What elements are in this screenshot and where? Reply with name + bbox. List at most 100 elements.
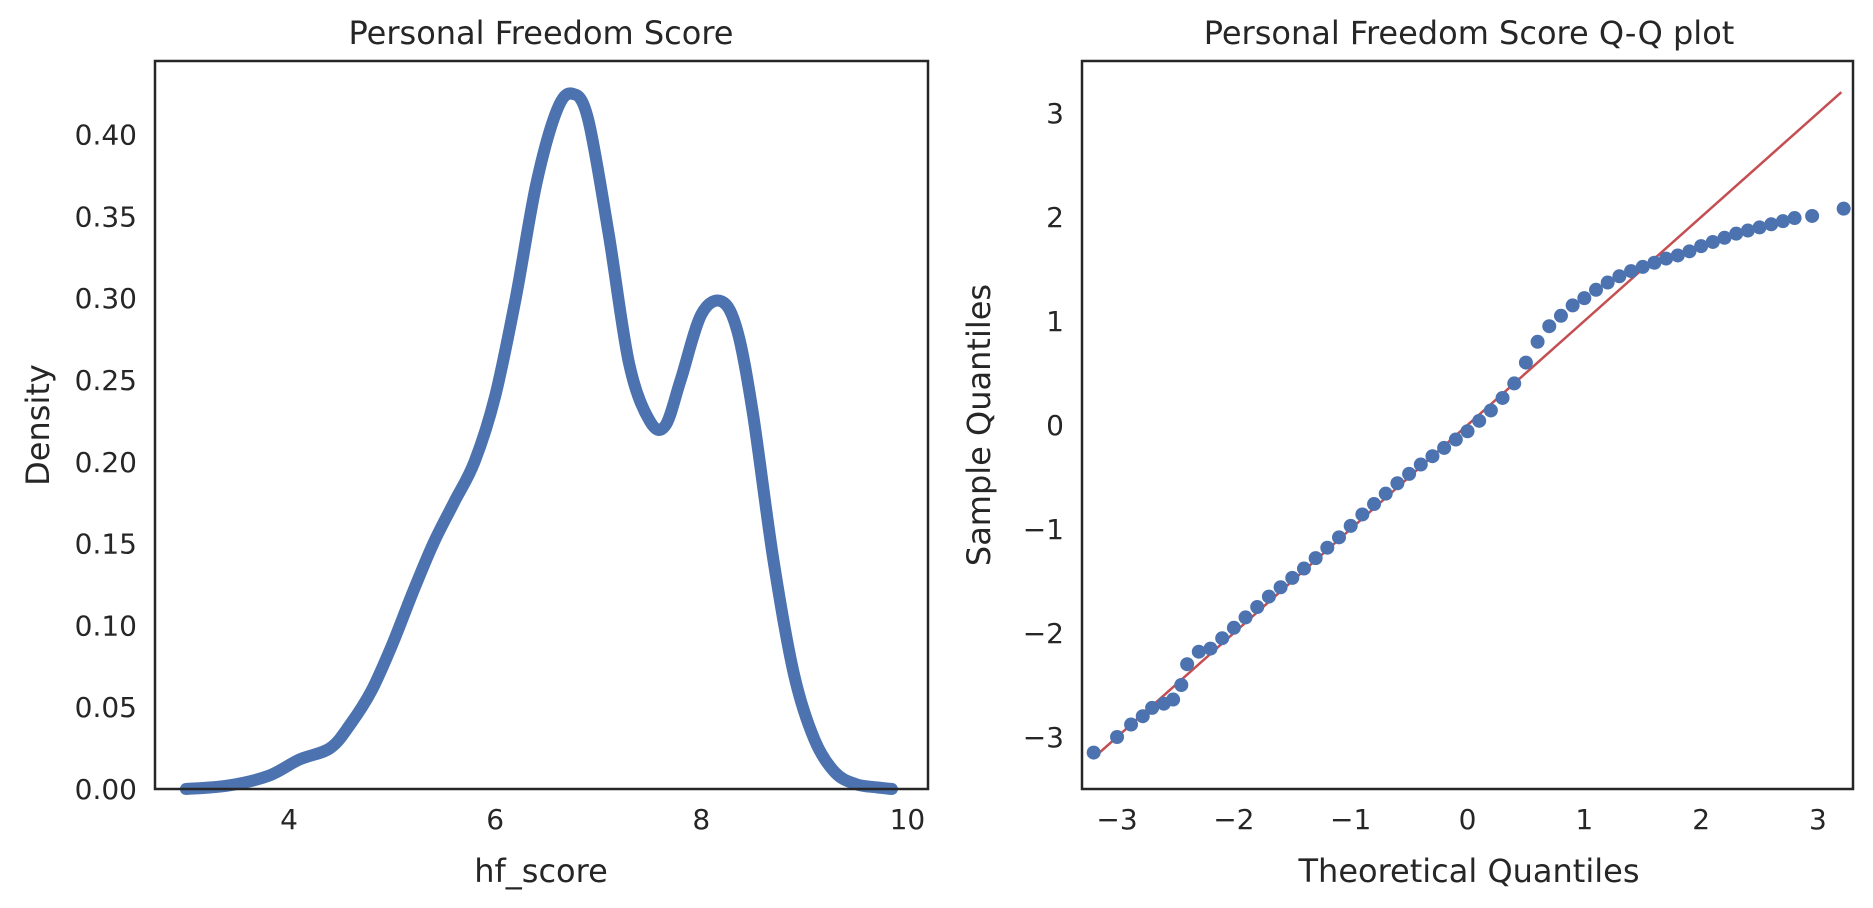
qq-x-tick-label: 1: [1575, 803, 1593, 836]
density-x-tick-label: 6: [486, 803, 504, 836]
qq-point: [1191, 644, 1206, 659]
qq-point: [1226, 620, 1241, 635]
density-y-ticks: 0.00 0.05 0.10 0.15 0.20 0.25 0.30 0.35 0.40: [75, 119, 137, 806]
qq-point: [1355, 507, 1370, 522]
density-y-tick-label: 0.15: [75, 528, 137, 561]
qq-point: [1180, 657, 1195, 672]
qq-point: [1635, 259, 1650, 274]
qq-point: [1110, 730, 1125, 744]
qq-point: [1296, 561, 1311, 576]
density-x-ticks: 4 6 8 10: [280, 803, 925, 836]
qq-point: [1135, 709, 1150, 724]
qq-point: [1507, 376, 1522, 391]
qq-point: [1472, 413, 1487, 428]
qq-point: [1215, 631, 1230, 646]
qq-point: [1775, 214, 1790, 229]
qq-point: [1542, 319, 1557, 334]
qq-y-ticks: −3 −2 −1 0 1 2 3: [1023, 97, 1064, 754]
qq-point: [1717, 230, 1732, 245]
qq-x-ticks: −3 −2 −1 0 1 2 3: [1096, 803, 1826, 836]
density-y-tick-label: 0.10: [75, 609, 137, 642]
qq-x-tick-label: 0: [1459, 803, 1477, 836]
qq-point: [1145, 700, 1160, 715]
qq-point: [1250, 600, 1265, 614]
qq-point: [1448, 432, 1463, 447]
qq-point: [1378, 486, 1393, 501]
qq-axes-frame: [1080, 59, 1855, 791]
qq-points: [1086, 201, 1851, 760]
qq-y-tick-label: 2: [1046, 201, 1064, 234]
qq-point: [1332, 530, 1346, 545]
qq-point: [1390, 476, 1405, 491]
qq-point: [1705, 234, 1720, 249]
qq-point: [1261, 589, 1276, 604]
qq-point: [1530, 334, 1545, 349]
density-y-tick-label: 0.25: [75, 364, 137, 397]
qq-x-tick-label: 3: [1809, 803, 1827, 836]
qq-point: [1166, 692, 1181, 707]
qq-point: [1577, 291, 1592, 306]
density-y-tick-label: 0.40: [75, 119, 137, 152]
qq-point: [1740, 223, 1755, 238]
density-y-label: Density: [19, 364, 57, 486]
qq-x-tick-label: 2: [1692, 803, 1710, 836]
qq-y-tick-label: 3: [1046, 97, 1064, 130]
qq-point: [1425, 449, 1440, 464]
qq-panel: Personal Freedom Score Q-Q plot −3 −2 −1 0 1…: [960, 14, 1855, 890]
qq-point: [1413, 457, 1428, 472]
density-curve: [179, 87, 898, 795]
qq-point: [1285, 570, 1300, 585]
qq-point: [1273, 580, 1288, 595]
density-x-tick-label: 8: [692, 803, 710, 836]
qq-y-tick-label: −2: [1023, 617, 1064, 650]
density-y-tick-label: 0.00: [75, 773, 137, 806]
density-x-tick-label: 10: [890, 803, 926, 836]
qq-x-label: Theoretical Quantiles: [1298, 852, 1640, 890]
qq-point: [1764, 217, 1779, 232]
qq-point: [1308, 551, 1323, 566]
qq-point: [1670, 248, 1685, 263]
density-x-label: hf_score: [474, 852, 608, 890]
density-y-tick-label: 0.35: [75, 200, 137, 233]
density-axes-frame: [153, 59, 930, 791]
qq-x-tick-label: −3: [1096, 803, 1137, 836]
qq-point: [1553, 308, 1568, 323]
qq-point: [1483, 403, 1498, 418]
qq-point: [1174, 678, 1189, 692]
qq-point: [1805, 208, 1820, 223]
qq-point: [1495, 390, 1510, 405]
qq-point: [1124, 717, 1139, 732]
qq-point: [1694, 239, 1709, 254]
density-y-tick-label: 0.30: [75, 282, 137, 315]
qq-x-tick-label: −1: [1330, 803, 1371, 836]
qq-point: [1729, 226, 1744, 241]
qq-point: [1787, 211, 1802, 226]
qq-point: [1086, 745, 1101, 760]
qq-point: [1612, 269, 1627, 284]
qq-point: [1320, 540, 1335, 555]
qq-point: [1437, 440, 1452, 455]
density-y-tick-label: 0.05: [75, 691, 137, 724]
qq-point: [1203, 641, 1218, 656]
qq-point: [1238, 610, 1253, 625]
qq-point: [1647, 255, 1662, 270]
density-y-tick-label: 0.20: [75, 446, 137, 479]
density-title: Personal Freedom Score: [349, 14, 734, 52]
qq-point: [1682, 244, 1697, 259]
qq-point: [1565, 298, 1580, 313]
qq-point: [1836, 201, 1851, 216]
density-panel: Personal Freedom Score 0.000.050.100.150…: [19, 14, 930, 890]
qq-y-tick-label: 0: [1046, 409, 1064, 442]
qq-point: [1343, 518, 1358, 533]
qq-title: Personal Freedom Score Q-Q plot: [1204, 14, 1735, 52]
qq-point: [1600, 275, 1615, 290]
qq-x-tick-label: −2: [1213, 803, 1254, 836]
qq-point: [1589, 282, 1603, 297]
qq-y-tick-label: −3: [1023, 721, 1064, 754]
qq-y-tick-label: 1: [1046, 305, 1064, 338]
qq-point: [1752, 220, 1767, 235]
qq-point: [1460, 424, 1475, 439]
qq-point: [1659, 251, 1674, 266]
qq-point: [1518, 355, 1533, 370]
